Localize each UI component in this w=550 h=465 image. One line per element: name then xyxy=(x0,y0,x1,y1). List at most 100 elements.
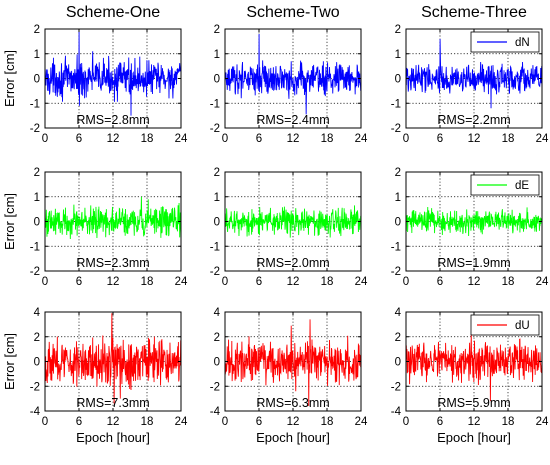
y-tick-label: -2 xyxy=(210,266,220,278)
column-title-scheme-one: Scheme-One xyxy=(66,4,160,21)
x-tick-label: 24 xyxy=(536,416,549,428)
y-tick-label: -1 xyxy=(210,241,220,253)
series-dE xyxy=(406,207,542,237)
x-tick-label: 24 xyxy=(355,276,368,288)
y-tick-label: 0 xyxy=(395,357,401,369)
y-axis-label: Error [cm] xyxy=(2,333,17,390)
y-tick-label: 0 xyxy=(395,217,401,229)
y-tick-label: 2 xyxy=(34,332,40,344)
y-tick-label: 1 xyxy=(214,192,220,204)
y-tick-label: -2 xyxy=(210,123,220,135)
rms-label: RMS=1.9mm xyxy=(437,256,510,270)
y-tick-label: -1 xyxy=(210,98,220,110)
x-tick-label: 18 xyxy=(141,133,154,145)
y-tick-label: -2 xyxy=(30,266,40,278)
series-dU xyxy=(406,334,542,402)
x-tick-label: 0 xyxy=(42,133,48,145)
x-tick-label: 6 xyxy=(76,416,82,428)
y-tick-label: 2 xyxy=(395,167,401,179)
x-tick-label: 0 xyxy=(403,416,409,428)
x-tick-label: 0 xyxy=(222,276,228,288)
y-tick-label: -4 xyxy=(210,406,221,418)
y-tick-label: 1 xyxy=(395,192,401,204)
x-tick-label: 6 xyxy=(76,276,82,288)
y-tick-label: -2 xyxy=(210,381,220,393)
legend-dN: dN xyxy=(470,31,540,53)
rms-label: RMS=2.3mm xyxy=(76,256,149,270)
x-tick-label: 0 xyxy=(222,416,228,428)
x-tick-label: 18 xyxy=(321,133,334,145)
rms-label: RMS=2.2mm xyxy=(437,113,510,127)
x-tick-label: 12 xyxy=(468,416,481,428)
rms-label: RMS=2.0mm xyxy=(256,256,329,270)
x-tick-label: 12 xyxy=(107,133,120,145)
legend-dU: dU xyxy=(470,314,540,336)
y-axis-label: Error [cm] xyxy=(2,193,17,250)
y-tick-label: -2 xyxy=(391,266,401,278)
x-tick-label: 18 xyxy=(502,276,515,288)
y-tick-label: 1 xyxy=(34,49,40,61)
column-titles: Scheme-One Scheme-Two Scheme-Three xyxy=(66,4,527,21)
y-tick-label: -2 xyxy=(391,123,401,135)
y-tick-label: -4 xyxy=(391,406,402,418)
y-tick-label: 1 xyxy=(34,192,40,204)
x-tick-label: 6 xyxy=(76,133,82,145)
x-tick-label: 0 xyxy=(42,416,48,428)
x-tick-label: 18 xyxy=(141,416,154,428)
x-tick-label: 12 xyxy=(468,276,481,288)
y-tick-label: 1 xyxy=(214,49,220,61)
y-tick-label: 0 xyxy=(214,217,220,229)
series-dN xyxy=(225,33,361,115)
x-tick-label: 0 xyxy=(222,133,228,145)
y-tick-label: 1 xyxy=(395,49,401,61)
series-dE xyxy=(225,205,361,238)
x-tick-label: 24 xyxy=(175,133,188,145)
x-axis-label: Epoch [hour] xyxy=(256,430,330,445)
series-dU xyxy=(45,313,181,404)
y-tick-label: 0 xyxy=(34,74,40,86)
x-tick-label: 24 xyxy=(175,416,188,428)
x-tick-label: 24 xyxy=(536,276,549,288)
legend-label: dU xyxy=(515,320,530,332)
x-tick-label: 18 xyxy=(502,133,515,145)
series-dE xyxy=(45,196,181,240)
x-tick-label: 6 xyxy=(437,133,443,145)
y-tick-label: 2 xyxy=(395,332,401,344)
y-tick-label: -1 xyxy=(30,241,40,253)
y-tick-label: -1 xyxy=(30,98,40,110)
x-tick-label: 24 xyxy=(536,133,549,145)
y-tick-label: 0 xyxy=(34,217,40,229)
rms-label: RMS=5.9mm xyxy=(437,396,510,410)
x-tick-label: 12 xyxy=(287,416,300,428)
series-dN xyxy=(406,38,542,109)
y-tick-label: -1 xyxy=(391,98,401,110)
y-tick-label: 0 xyxy=(214,74,220,86)
y-axis-label: Error [cm] xyxy=(2,50,17,107)
x-tick-label: 18 xyxy=(321,416,334,428)
x-tick-label: 6 xyxy=(256,133,262,145)
x-axis-label: Epoch [hour] xyxy=(437,430,511,445)
x-tick-label: 6 xyxy=(256,416,262,428)
rms-label: RMS=2.4mm xyxy=(256,113,329,127)
series-dU xyxy=(225,319,361,407)
y-tick-label: 4 xyxy=(395,307,402,319)
column-title-scheme-three: Scheme-Three xyxy=(421,4,527,21)
x-tick-label: 0 xyxy=(42,276,48,288)
rms-label: RMS=2.8mm xyxy=(76,113,149,127)
series-dN xyxy=(45,31,181,116)
y-tick-label: 2 xyxy=(214,332,220,344)
y-tick-label: 2 xyxy=(34,167,40,179)
y-tick-label: -1 xyxy=(391,241,401,253)
x-tick-label: 0 xyxy=(403,276,409,288)
rms-label: RMS=7.3mm xyxy=(76,396,149,410)
x-tick-label: 18 xyxy=(141,276,154,288)
column-title-scheme-two: Scheme-Two xyxy=(246,4,339,21)
legend-label: dE xyxy=(515,180,529,192)
legend-label: dN xyxy=(515,37,530,49)
